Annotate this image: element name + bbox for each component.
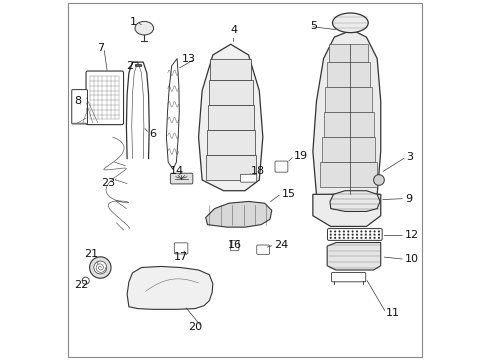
Text: 2: 2 bbox=[126, 62, 133, 71]
Text: 1: 1 bbox=[130, 17, 137, 27]
Circle shape bbox=[90, 257, 111, 278]
Text: 18: 18 bbox=[251, 166, 265, 176]
Circle shape bbox=[82, 277, 89, 284]
Polygon shape bbox=[313, 194, 381, 226]
Circle shape bbox=[339, 230, 341, 233]
Text: 19: 19 bbox=[294, 151, 308, 161]
Text: 13: 13 bbox=[182, 54, 196, 64]
Polygon shape bbox=[206, 202, 272, 227]
Circle shape bbox=[360, 230, 363, 233]
Text: 10: 10 bbox=[405, 254, 419, 264]
Circle shape bbox=[334, 234, 336, 236]
Polygon shape bbox=[320, 162, 377, 187]
Text: 7: 7 bbox=[97, 43, 104, 53]
FancyBboxPatch shape bbox=[241, 174, 257, 182]
Circle shape bbox=[343, 234, 345, 236]
Circle shape bbox=[378, 230, 380, 233]
Text: 12: 12 bbox=[405, 230, 419, 240]
Circle shape bbox=[94, 261, 107, 274]
Circle shape bbox=[334, 237, 336, 239]
Circle shape bbox=[330, 230, 332, 233]
Polygon shape bbox=[330, 191, 380, 211]
Circle shape bbox=[378, 237, 380, 239]
Circle shape bbox=[360, 237, 363, 239]
Bar bbox=[135, 64, 142, 66]
Text: 20: 20 bbox=[188, 322, 202, 332]
Circle shape bbox=[369, 230, 371, 233]
Polygon shape bbox=[325, 87, 372, 112]
FancyBboxPatch shape bbox=[230, 241, 239, 251]
Circle shape bbox=[369, 237, 371, 239]
Circle shape bbox=[330, 237, 332, 239]
FancyBboxPatch shape bbox=[331, 273, 366, 282]
Polygon shape bbox=[210, 59, 251, 80]
Circle shape bbox=[352, 234, 354, 236]
Circle shape bbox=[365, 234, 367, 236]
Circle shape bbox=[339, 237, 341, 239]
Text: 8: 8 bbox=[74, 96, 81, 107]
Text: 15: 15 bbox=[281, 189, 295, 199]
Circle shape bbox=[373, 230, 376, 233]
FancyBboxPatch shape bbox=[257, 245, 270, 254]
FancyBboxPatch shape bbox=[86, 71, 123, 125]
Circle shape bbox=[373, 237, 376, 239]
Circle shape bbox=[352, 237, 354, 239]
Circle shape bbox=[373, 175, 384, 185]
Text: 4: 4 bbox=[230, 25, 237, 35]
Polygon shape bbox=[208, 105, 253, 130]
Text: 6: 6 bbox=[149, 129, 156, 139]
FancyBboxPatch shape bbox=[171, 173, 193, 184]
Circle shape bbox=[347, 230, 349, 233]
FancyBboxPatch shape bbox=[72, 90, 88, 124]
FancyBboxPatch shape bbox=[275, 161, 288, 172]
Ellipse shape bbox=[135, 21, 153, 35]
Polygon shape bbox=[323, 112, 373, 137]
Text: 23: 23 bbox=[101, 178, 116, 188]
Polygon shape bbox=[329, 44, 368, 62]
Circle shape bbox=[330, 234, 332, 236]
Circle shape bbox=[365, 237, 367, 239]
Text: 17: 17 bbox=[174, 252, 188, 262]
Polygon shape bbox=[209, 80, 252, 105]
Circle shape bbox=[339, 234, 341, 236]
Circle shape bbox=[347, 234, 349, 236]
Text: 9: 9 bbox=[405, 194, 412, 203]
Polygon shape bbox=[127, 266, 213, 309]
Polygon shape bbox=[198, 44, 263, 191]
Polygon shape bbox=[207, 130, 255, 155]
Text: 11: 11 bbox=[386, 308, 400, 318]
Circle shape bbox=[334, 230, 336, 233]
Polygon shape bbox=[206, 155, 256, 180]
Circle shape bbox=[360, 234, 363, 236]
Polygon shape bbox=[313, 30, 381, 205]
Circle shape bbox=[343, 237, 345, 239]
Circle shape bbox=[343, 230, 345, 233]
Circle shape bbox=[356, 230, 358, 233]
Text: 16: 16 bbox=[227, 240, 242, 250]
Polygon shape bbox=[167, 59, 179, 169]
Text: 21: 21 bbox=[84, 249, 98, 259]
Text: 24: 24 bbox=[274, 240, 289, 250]
Circle shape bbox=[352, 230, 354, 233]
Text: 5: 5 bbox=[310, 21, 317, 31]
Circle shape bbox=[356, 237, 358, 239]
Circle shape bbox=[373, 234, 376, 236]
Text: 3: 3 bbox=[407, 152, 414, 162]
Text: 14: 14 bbox=[170, 166, 184, 176]
Circle shape bbox=[356, 234, 358, 236]
FancyBboxPatch shape bbox=[327, 229, 382, 240]
Ellipse shape bbox=[333, 13, 368, 33]
FancyBboxPatch shape bbox=[174, 243, 188, 254]
Polygon shape bbox=[322, 137, 375, 162]
Polygon shape bbox=[327, 62, 370, 87]
Text: 22: 22 bbox=[74, 280, 89, 291]
Circle shape bbox=[347, 237, 349, 239]
Circle shape bbox=[369, 234, 371, 236]
Circle shape bbox=[378, 234, 380, 236]
Polygon shape bbox=[327, 243, 381, 270]
Circle shape bbox=[365, 230, 367, 233]
